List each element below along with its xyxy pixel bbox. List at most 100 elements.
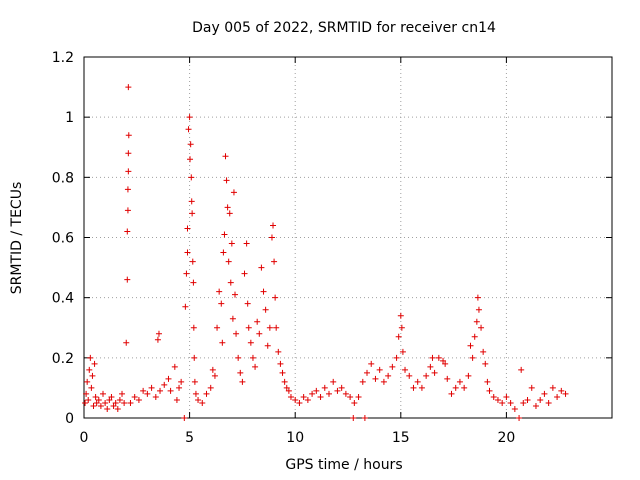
data-point bbox=[452, 384, 459, 391]
data-point bbox=[190, 324, 197, 331]
data-point bbox=[178, 378, 185, 385]
data-point bbox=[90, 402, 97, 409]
data-point bbox=[364, 369, 371, 376]
data-point bbox=[429, 354, 436, 361]
data-point bbox=[148, 384, 155, 391]
data-point bbox=[82, 399, 89, 406]
data-point bbox=[110, 402, 117, 409]
data-point bbox=[334, 387, 341, 394]
data-point bbox=[277, 360, 284, 367]
data-point bbox=[260, 288, 267, 295]
data-point bbox=[474, 294, 481, 301]
data-point bbox=[220, 249, 227, 256]
data-point bbox=[342, 390, 349, 397]
data-point bbox=[380, 378, 387, 385]
data-point bbox=[226, 210, 233, 217]
data-point bbox=[351, 399, 358, 406]
x-axis-label: GPS time / hours bbox=[285, 457, 402, 473]
data-point bbox=[264, 342, 271, 349]
data-point bbox=[494, 396, 501, 403]
data-point bbox=[233, 330, 240, 337]
data-point bbox=[397, 312, 404, 319]
data-point bbox=[444, 375, 451, 382]
data-point bbox=[562, 390, 569, 397]
data-point bbox=[423, 372, 430, 379]
data-point bbox=[181, 415, 188, 421]
data-point bbox=[125, 150, 132, 157]
data-point bbox=[475, 306, 482, 313]
data-point bbox=[195, 396, 202, 403]
data-point bbox=[243, 240, 250, 247]
data-point bbox=[124, 276, 131, 283]
data-point bbox=[532, 402, 539, 409]
x-tick-label: 10 bbox=[286, 430, 304, 446]
data-point bbox=[402, 366, 409, 373]
data-point bbox=[187, 156, 194, 163]
data-point bbox=[185, 126, 192, 133]
data-point bbox=[480, 348, 487, 355]
data-point bbox=[235, 354, 242, 361]
data-point bbox=[191, 378, 198, 385]
x-tick-label: 0 bbox=[80, 430, 89, 446]
data-point bbox=[285, 387, 292, 394]
y-tick-label: 0.4 bbox=[52, 291, 74, 307]
y-tick-label: 0.8 bbox=[52, 170, 74, 186]
data-point bbox=[183, 270, 190, 277]
data-point bbox=[558, 387, 565, 394]
grid-lines bbox=[84, 57, 612, 418]
data-point bbox=[214, 324, 221, 331]
data-point bbox=[469, 354, 476, 361]
data-point bbox=[85, 396, 92, 403]
data-point bbox=[100, 390, 107, 397]
data-point bbox=[91, 360, 98, 367]
data-point bbox=[359, 378, 366, 385]
data-point bbox=[221, 231, 228, 238]
data-point bbox=[125, 168, 132, 175]
data-point bbox=[244, 300, 251, 307]
data-point bbox=[528, 384, 535, 391]
data-point bbox=[190, 279, 197, 286]
data-point bbox=[427, 363, 434, 370]
data-point bbox=[440, 357, 447, 364]
data-point bbox=[313, 387, 320, 394]
data-point bbox=[518, 366, 525, 373]
data-point bbox=[161, 381, 168, 388]
data-point bbox=[154, 336, 161, 343]
data-point bbox=[325, 390, 332, 397]
data-point bbox=[124, 207, 131, 214]
data-point bbox=[192, 390, 199, 397]
data-point bbox=[549, 384, 556, 391]
data-point bbox=[272, 294, 279, 301]
x-tick-label: 15 bbox=[392, 430, 410, 446]
data-point bbox=[372, 375, 379, 382]
data-point bbox=[232, 291, 239, 298]
data-point bbox=[189, 258, 196, 265]
data-point bbox=[389, 363, 396, 370]
data-point bbox=[410, 384, 417, 391]
data-point bbox=[225, 258, 232, 265]
data-point bbox=[467, 342, 474, 349]
data-point bbox=[418, 384, 425, 391]
data-point bbox=[211, 372, 218, 379]
data-point bbox=[448, 390, 455, 397]
data-point bbox=[398, 324, 405, 331]
data-point bbox=[406, 372, 413, 379]
data-point bbox=[309, 390, 316, 397]
data-point bbox=[125, 132, 132, 139]
data-point bbox=[245, 324, 252, 331]
axis-ticks: 0 0.2 0.4 0.6 0.8 1 1.2 0 5 10 15 20 bbox=[52, 50, 612, 446]
data-point bbox=[442, 360, 449, 367]
data-point bbox=[171, 363, 178, 370]
data-point bbox=[350, 415, 357, 421]
data-point bbox=[270, 222, 277, 229]
data-point bbox=[189, 210, 196, 217]
data-point bbox=[435, 354, 442, 361]
data-point bbox=[199, 399, 206, 406]
data-point bbox=[209, 366, 216, 373]
data-point bbox=[545, 399, 552, 406]
data-point bbox=[262, 306, 269, 313]
data-point bbox=[258, 264, 265, 271]
data-point bbox=[88, 384, 95, 391]
x-tick-label: 20 bbox=[497, 430, 515, 446]
data-point bbox=[279, 369, 286, 376]
